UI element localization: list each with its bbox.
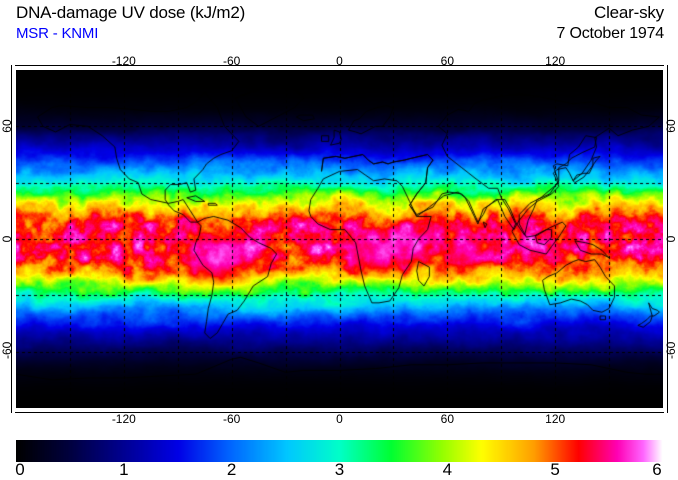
- top-lon-tick-label: -60: [222, 54, 241, 68]
- top-lon-tick-label: 0: [336, 54, 343, 68]
- frame-left-line: [11, 65, 12, 413]
- colorbar-tick-label: 5: [550, 460, 560, 479]
- data-source-label: MSR - KNMI: [16, 25, 99, 42]
- top-lon-tick-label: -120: [111, 54, 136, 68]
- bottom-lon-tick-label: 60: [440, 412, 455, 426]
- frame-right-line: [667, 65, 668, 413]
- right-lat-tick-label: 60: [664, 119, 678, 134]
- colorbar-gradient: [16, 440, 663, 462]
- top-lon-tick-label: 60: [440, 54, 455, 68]
- bottom-lon-tick-label: 0: [336, 412, 343, 426]
- bottom-lon-tick-label: -120: [111, 412, 136, 426]
- top-lon-tick-label: 120: [545, 54, 566, 68]
- right-lat-tick-label: -60: [664, 341, 678, 359]
- bottom-lon-tick-label: 120: [545, 412, 566, 426]
- right-lat-tick-label: 0: [664, 235, 678, 243]
- colorbar-tick-label: 0: [15, 460, 25, 479]
- frame-bottom-line: [15, 412, 664, 413]
- page-title: DNA-damage UV dose (kJ/m2): [16, 3, 246, 22]
- bottom-lon-tick-label: -60: [222, 412, 241, 426]
- colorbar-tick-label: 1: [119, 460, 129, 479]
- colorbar-tick-label: 6: [652, 460, 662, 479]
- sky-condition-label: Clear-sky: [594, 3, 664, 22]
- colorbar-tick-label: 3: [334, 460, 345, 479]
- left-lat-tick-label: 0: [0, 235, 14, 243]
- frame-top-line: [15, 65, 664, 66]
- date-label: 7 October 1974: [556, 25, 665, 42]
- colorbar-tick-label: 4: [442, 460, 453, 479]
- map-plot-area: [11, 65, 668, 413]
- colorbar-tick-label: 2: [226, 460, 237, 479]
- left-lat-tick-label: 60: [0, 119, 14, 134]
- left-lat-tick-label: -60: [0, 341, 14, 359]
- colorbar: [16, 440, 663, 462]
- uv-dose-heatmap-canvas: [16, 70, 663, 408]
